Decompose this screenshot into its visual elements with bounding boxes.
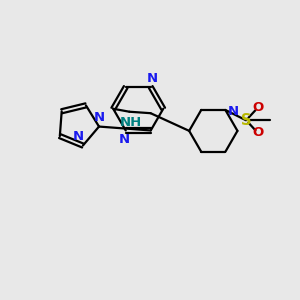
Text: O: O (252, 101, 263, 114)
Text: N: N (93, 111, 105, 124)
Text: O: O (252, 126, 263, 139)
Text: N: N (119, 133, 130, 146)
Text: N: N (228, 105, 239, 118)
Text: S: S (241, 113, 251, 128)
Text: N: N (147, 72, 158, 85)
Text: N: N (73, 130, 84, 142)
Text: NH: NH (120, 116, 142, 129)
